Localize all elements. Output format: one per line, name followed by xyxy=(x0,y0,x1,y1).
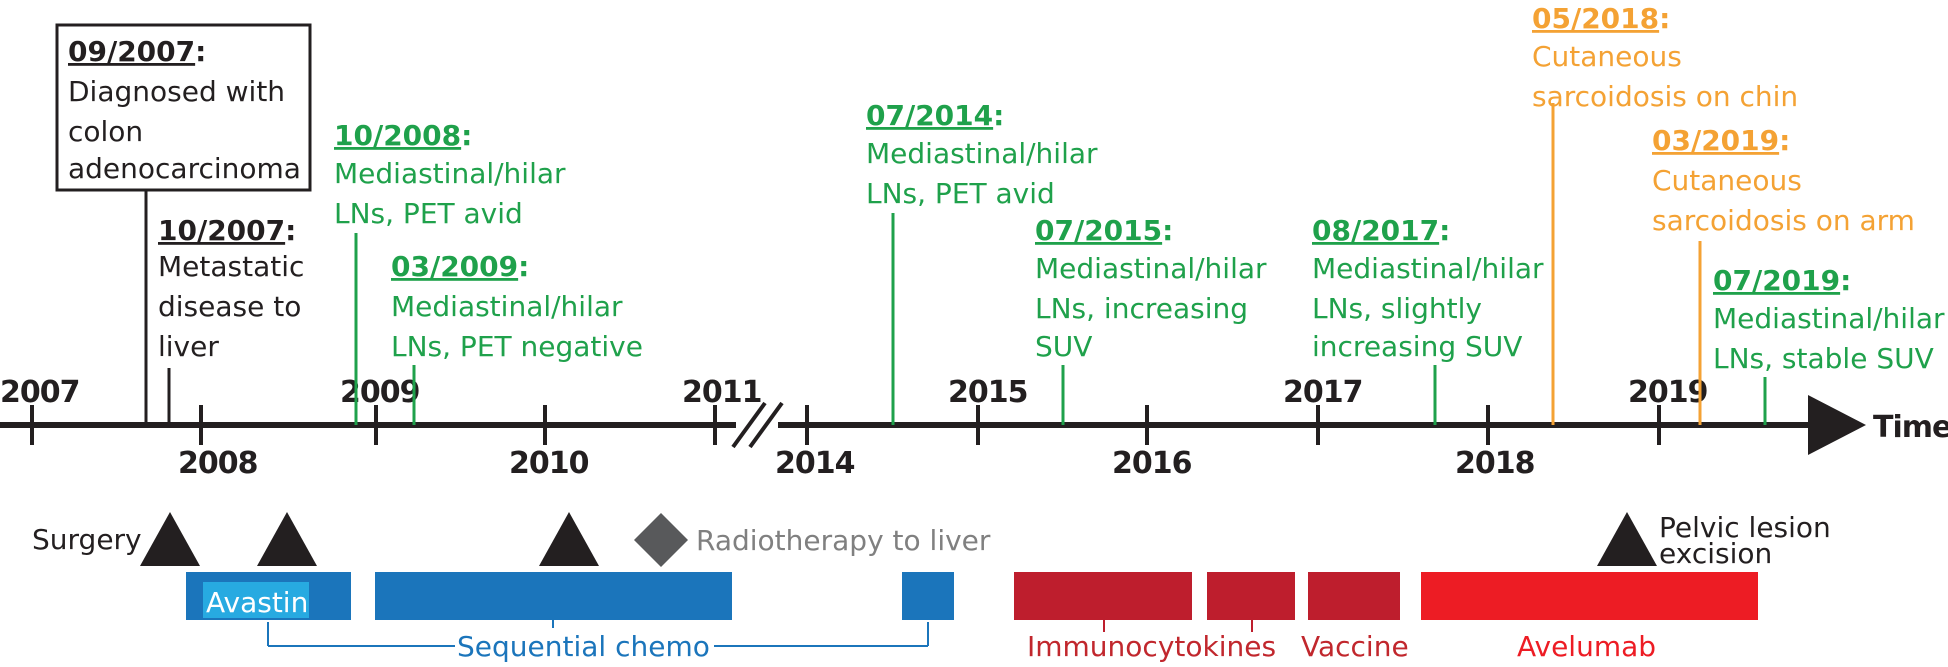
immuno-bracket-ticks xyxy=(1103,620,1253,632)
year-label-2011: 2011 xyxy=(682,375,762,410)
axis-break xyxy=(731,401,784,449)
year-label-2018: 2018 xyxy=(1455,446,1535,481)
year-label-2008: 2008 xyxy=(178,446,258,481)
pelvic-excision-label: Pelvic lesion excision xyxy=(1659,511,1840,570)
vaccine-bar xyxy=(1308,572,1400,620)
chemo-bar-2009-2011 xyxy=(375,572,732,620)
event-2017-08: 08/2017: Mediastinal/hilar LNs, slightly… xyxy=(1312,214,1552,363)
vaccine-label: Vaccine xyxy=(1301,630,1409,663)
immunocytokines-bar-2 xyxy=(1207,572,1295,620)
radiotherapy-diamond xyxy=(634,513,688,567)
year-label-2009: 2009 xyxy=(340,375,420,410)
event-2015-07: 07/2015: Mediastinal/hilar LNs, increasi… xyxy=(1035,214,1275,363)
year-label-2010: 2010 xyxy=(509,446,589,481)
event-2008-10: 10/2008: Mediastinal/hilar LNs, PET avid xyxy=(334,119,574,230)
event-2018-05: 05/2018: Cutaneous sarcoidosis on chin xyxy=(1532,2,1798,113)
event-2014-07: 07/2014: Mediastinal/hilar LNs, PET avid xyxy=(866,99,1106,210)
axis-arrowhead xyxy=(1808,395,1866,455)
diagnosis-box xyxy=(55,23,312,192)
axis-label-time: Time xyxy=(1873,410,1948,445)
surgery-label: Surgery xyxy=(32,523,142,556)
year-label-2007: 2007 xyxy=(0,375,80,410)
event-2009-03: 03/2009: Mediastinal/hilar LNs, PET nega… xyxy=(391,250,643,363)
year-label-2016: 2016 xyxy=(1112,446,1192,481)
avelumab-bar xyxy=(1421,572,1758,620)
immunocytokines-bar-1 xyxy=(1014,572,1192,620)
radiotherapy-label: Radiotherapy to liver xyxy=(696,524,991,557)
year-label-2014: 2014 xyxy=(775,446,855,481)
year-label-2015: 2015 xyxy=(948,375,1028,410)
sequential-chemo-label: Sequential chemo xyxy=(457,630,710,663)
pelvic-excision-triangle xyxy=(1597,512,1657,566)
surgery-triangle-2 xyxy=(257,512,317,566)
event-2007-09: 09/2007: Diagnosed with colon adenocarci… xyxy=(68,35,301,185)
chemo-bar-2014 xyxy=(902,572,954,620)
avastin-label-bg xyxy=(203,582,309,618)
year-label-2019: 2019 xyxy=(1628,375,1708,410)
immunocytokines-label: Immunocytokines xyxy=(1027,630,1276,663)
event-2019-03: 03/2019: Cutaneous sarcoidosis on arm xyxy=(1652,124,1915,237)
avastin-label: Avastin xyxy=(206,586,308,619)
year-label-2017: 2017 xyxy=(1283,375,1363,410)
event-leaders xyxy=(144,103,1767,425)
event-2007-10: 10/2007: Metastatic disease to liver xyxy=(158,214,313,363)
event-2019-07: 07/2019: Mediastinal/hilar LNs, stable S… xyxy=(1713,264,1948,375)
surgery-triangle-1 xyxy=(140,512,200,566)
surgery-triangle-3 xyxy=(539,512,599,566)
avelumab-label: Avelumab xyxy=(1517,630,1656,663)
year-ticks xyxy=(30,405,1661,445)
sequential-chemo-bracket xyxy=(267,620,929,647)
